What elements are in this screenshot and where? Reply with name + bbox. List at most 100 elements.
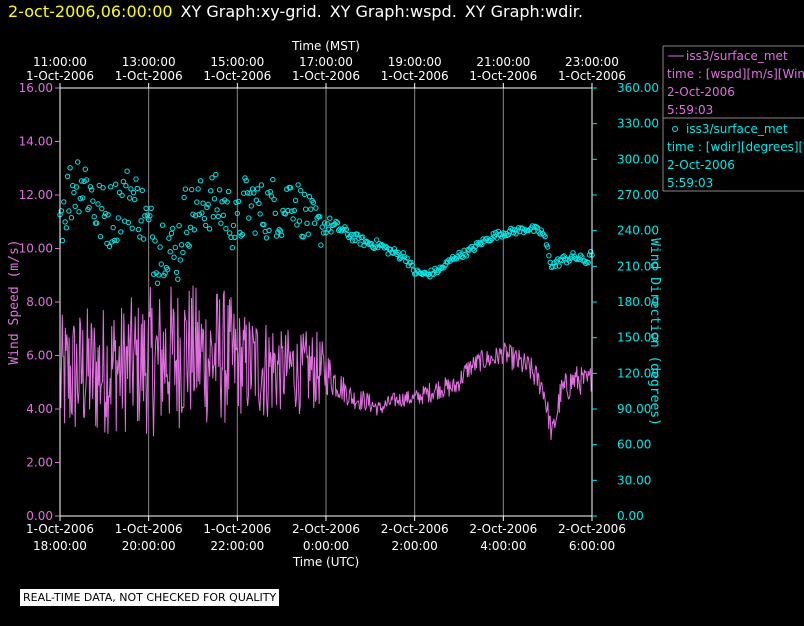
wind-direction-point	[154, 280, 161, 286]
wind-direction-point	[77, 195, 84, 202]
wind-direction-point	[203, 222, 209, 229]
wind-direction-point	[129, 225, 135, 232]
right-axis-tick-label: 180.00	[617, 295, 659, 309]
wind-direction-point	[225, 188, 232, 195]
wind-direction-point	[301, 191, 308, 198]
wind-direction-point	[201, 215, 208, 222]
wind-direction-point	[296, 218, 303, 224]
wind-direction-point	[210, 214, 217, 220]
wind-direction-point	[224, 199, 230, 205]
wind-direction-point	[156, 272, 162, 278]
wind-speed-line	[59, 285, 593, 441]
wind-direction-point	[324, 221, 330, 227]
wind-direction-point	[182, 186, 189, 192]
wind-direction-point	[303, 206, 309, 212]
wind-direction-point	[227, 230, 233, 236]
wind-direction-point	[99, 205, 105, 212]
wind-direction-point	[67, 165, 73, 171]
wind-direction-point	[186, 243, 192, 249]
wind-direction-point	[95, 201, 101, 207]
wind-direction-point	[130, 189, 137, 196]
wind-direction-point	[263, 235, 270, 241]
wind-direction-point	[134, 185, 141, 192]
wind-direction-point	[401, 254, 408, 260]
wind-direction-point	[588, 249, 594, 255]
top-axis-title: Time (MST)	[291, 39, 360, 53]
legend-series-detail: time : [wdir][degrees][V	[667, 140, 804, 154]
wind-direction-point	[114, 237, 120, 243]
wind-direction-point	[282, 211, 289, 217]
wind-direction-point	[542, 233, 548, 240]
wind-direction-point	[438, 265, 444, 271]
wind-direction-point	[304, 220, 310, 227]
wind-direction-point	[176, 223, 182, 229]
wind-direction-point	[68, 215, 75, 221]
wind-direction-point	[292, 197, 299, 204]
wind-direction-point	[211, 196, 218, 202]
right-axis-tick-label: 210.00	[617, 259, 659, 273]
left-axis-tick-label: 16.00	[19, 81, 53, 95]
wind-direction-point	[360, 234, 366, 240]
wind-direction-point	[228, 234, 234, 241]
bottom-axis-tick-time: 0:00:00	[303, 539, 349, 553]
wind-direction-point	[500, 230, 506, 236]
wind-direction-point	[341, 227, 347, 233]
bottom-axis-tick-time: 18:00:00	[33, 539, 87, 553]
wind-direction-point	[298, 187, 304, 194]
wind-direction-point	[291, 207, 297, 214]
bottom-axis-tick-date: 1-Oct-2006	[203, 522, 271, 536]
wind-direction-point	[270, 176, 276, 183]
wind-direction-point	[382, 243, 389, 249]
wind-direction-point	[325, 226, 332, 233]
wind-direction-point	[510, 230, 517, 236]
legend-series-label: iss3/surface_met	[686, 122, 788, 136]
wind-direction-point	[220, 212, 227, 219]
wind-direction-point	[191, 227, 198, 233]
wind-direction-point	[317, 214, 323, 220]
wind-direction-point	[547, 259, 553, 265]
wind-direction-point	[172, 244, 179, 251]
wind-direction-point	[80, 195, 86, 201]
wind-direction-point	[271, 196, 277, 203]
wind-direction-point	[253, 197, 259, 203]
grid	[148, 88, 504, 516]
wind-direction-point	[252, 230, 258, 236]
wind-direction-point	[75, 159, 81, 165]
wind-direction-point	[215, 213, 222, 220]
wind-direction-point	[247, 190, 253, 196]
wind-direction-point	[214, 207, 220, 213]
wind-direction-point	[159, 222, 166, 228]
wind-direction-point	[61, 199, 67, 205]
wind-direction-point	[242, 175, 248, 181]
wind-direction-point	[313, 205, 319, 211]
wind-direction-point	[149, 234, 156, 240]
wind-direction-point	[223, 225, 229, 232]
wind-direction-point	[110, 224, 116, 231]
wind-direction-point	[585, 259, 591, 266]
header-graph-xy-grid: XY Graph:xy-grid.	[180, 2, 322, 21]
wind-direction-point	[387, 246, 394, 253]
wind-direction-point	[352, 237, 358, 244]
wind-direction-point	[235, 198, 242, 205]
wind-direction-point	[171, 254, 177, 260]
wind-direction-point	[200, 200, 206, 206]
wind-direction-point	[218, 220, 224, 226]
top-axis-tick-time: 19:00:00	[388, 55, 442, 69]
wind-direction-point	[140, 236, 147, 242]
wind-direction-point	[232, 234, 238, 241]
bottom-axis-tick-date: 1-Oct-2006	[115, 522, 183, 536]
wind-direction-point	[64, 173, 71, 180]
top-axis-tick-date: 1-Oct-2006	[115, 69, 183, 83]
wind-direction-point	[209, 175, 215, 181]
wind-direction-point	[59, 237, 66, 244]
wind-direction-point	[505, 232, 512, 238]
left-axis-tick-label: 12.00	[19, 188, 53, 202]
wind-direction-point	[106, 243, 113, 250]
wind-direction-point	[479, 241, 485, 248]
axes: 11:00:001-Oct-200613:00:001-Oct-200615:0…	[7, 39, 662, 569]
wind-direction-point	[248, 203, 255, 209]
wind-direction-point	[111, 237, 118, 244]
right-axis-tick-label: 330.00	[617, 117, 659, 131]
wind-direction-point	[234, 210, 241, 217]
wind-direction-point	[127, 195, 133, 201]
